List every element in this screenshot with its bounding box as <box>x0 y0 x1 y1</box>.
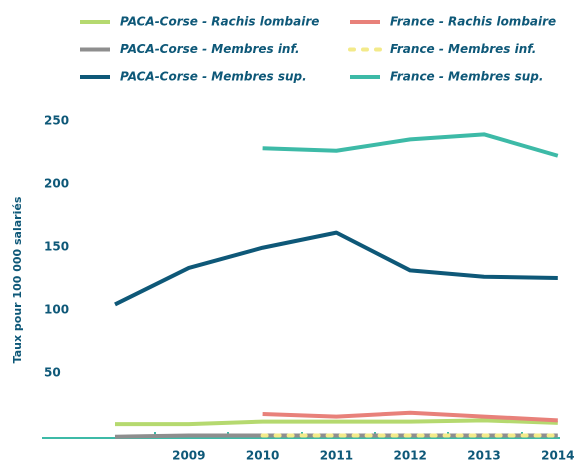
x-tick-label: 2014 <box>541 449 574 461</box>
series-line <box>115 418 558 427</box>
series-line <box>262 132 559 158</box>
x-tick-label: 2010 <box>246 449 279 461</box>
y-tick-label: 50 <box>44 366 61 380</box>
x-tick-label: 2009 <box>172 449 205 461</box>
series-line <box>114 230 558 307</box>
legend-label: PACA-Corse - Membres inf. <box>120 42 300 56</box>
y-tick-label: 150 <box>44 240 69 254</box>
series-line <box>262 410 558 423</box>
y-tick-label: 250 <box>44 114 69 128</box>
y-tick-label: 200 <box>44 177 69 191</box>
x-tick-label: 2013 <box>467 449 500 461</box>
legend-label: PACA-Corse - Rachis lombaire <box>120 15 319 29</box>
legend-label: France - Membres inf. <box>390 42 536 56</box>
x-tick-label: 2011 <box>320 449 353 461</box>
legend-label: France - Membres sup. <box>390 70 543 84</box>
x-tick-label: 2012 <box>393 449 426 461</box>
y-tick-label: 100 <box>44 303 69 317</box>
series-line <box>114 433 558 439</box>
legend-label: PACA-Corse - Membres sup. <box>120 70 307 84</box>
legend-label: France - Rachis lombaire <box>390 15 556 29</box>
y-axis-label: Taux pour 100 000 salariés <box>11 196 24 363</box>
